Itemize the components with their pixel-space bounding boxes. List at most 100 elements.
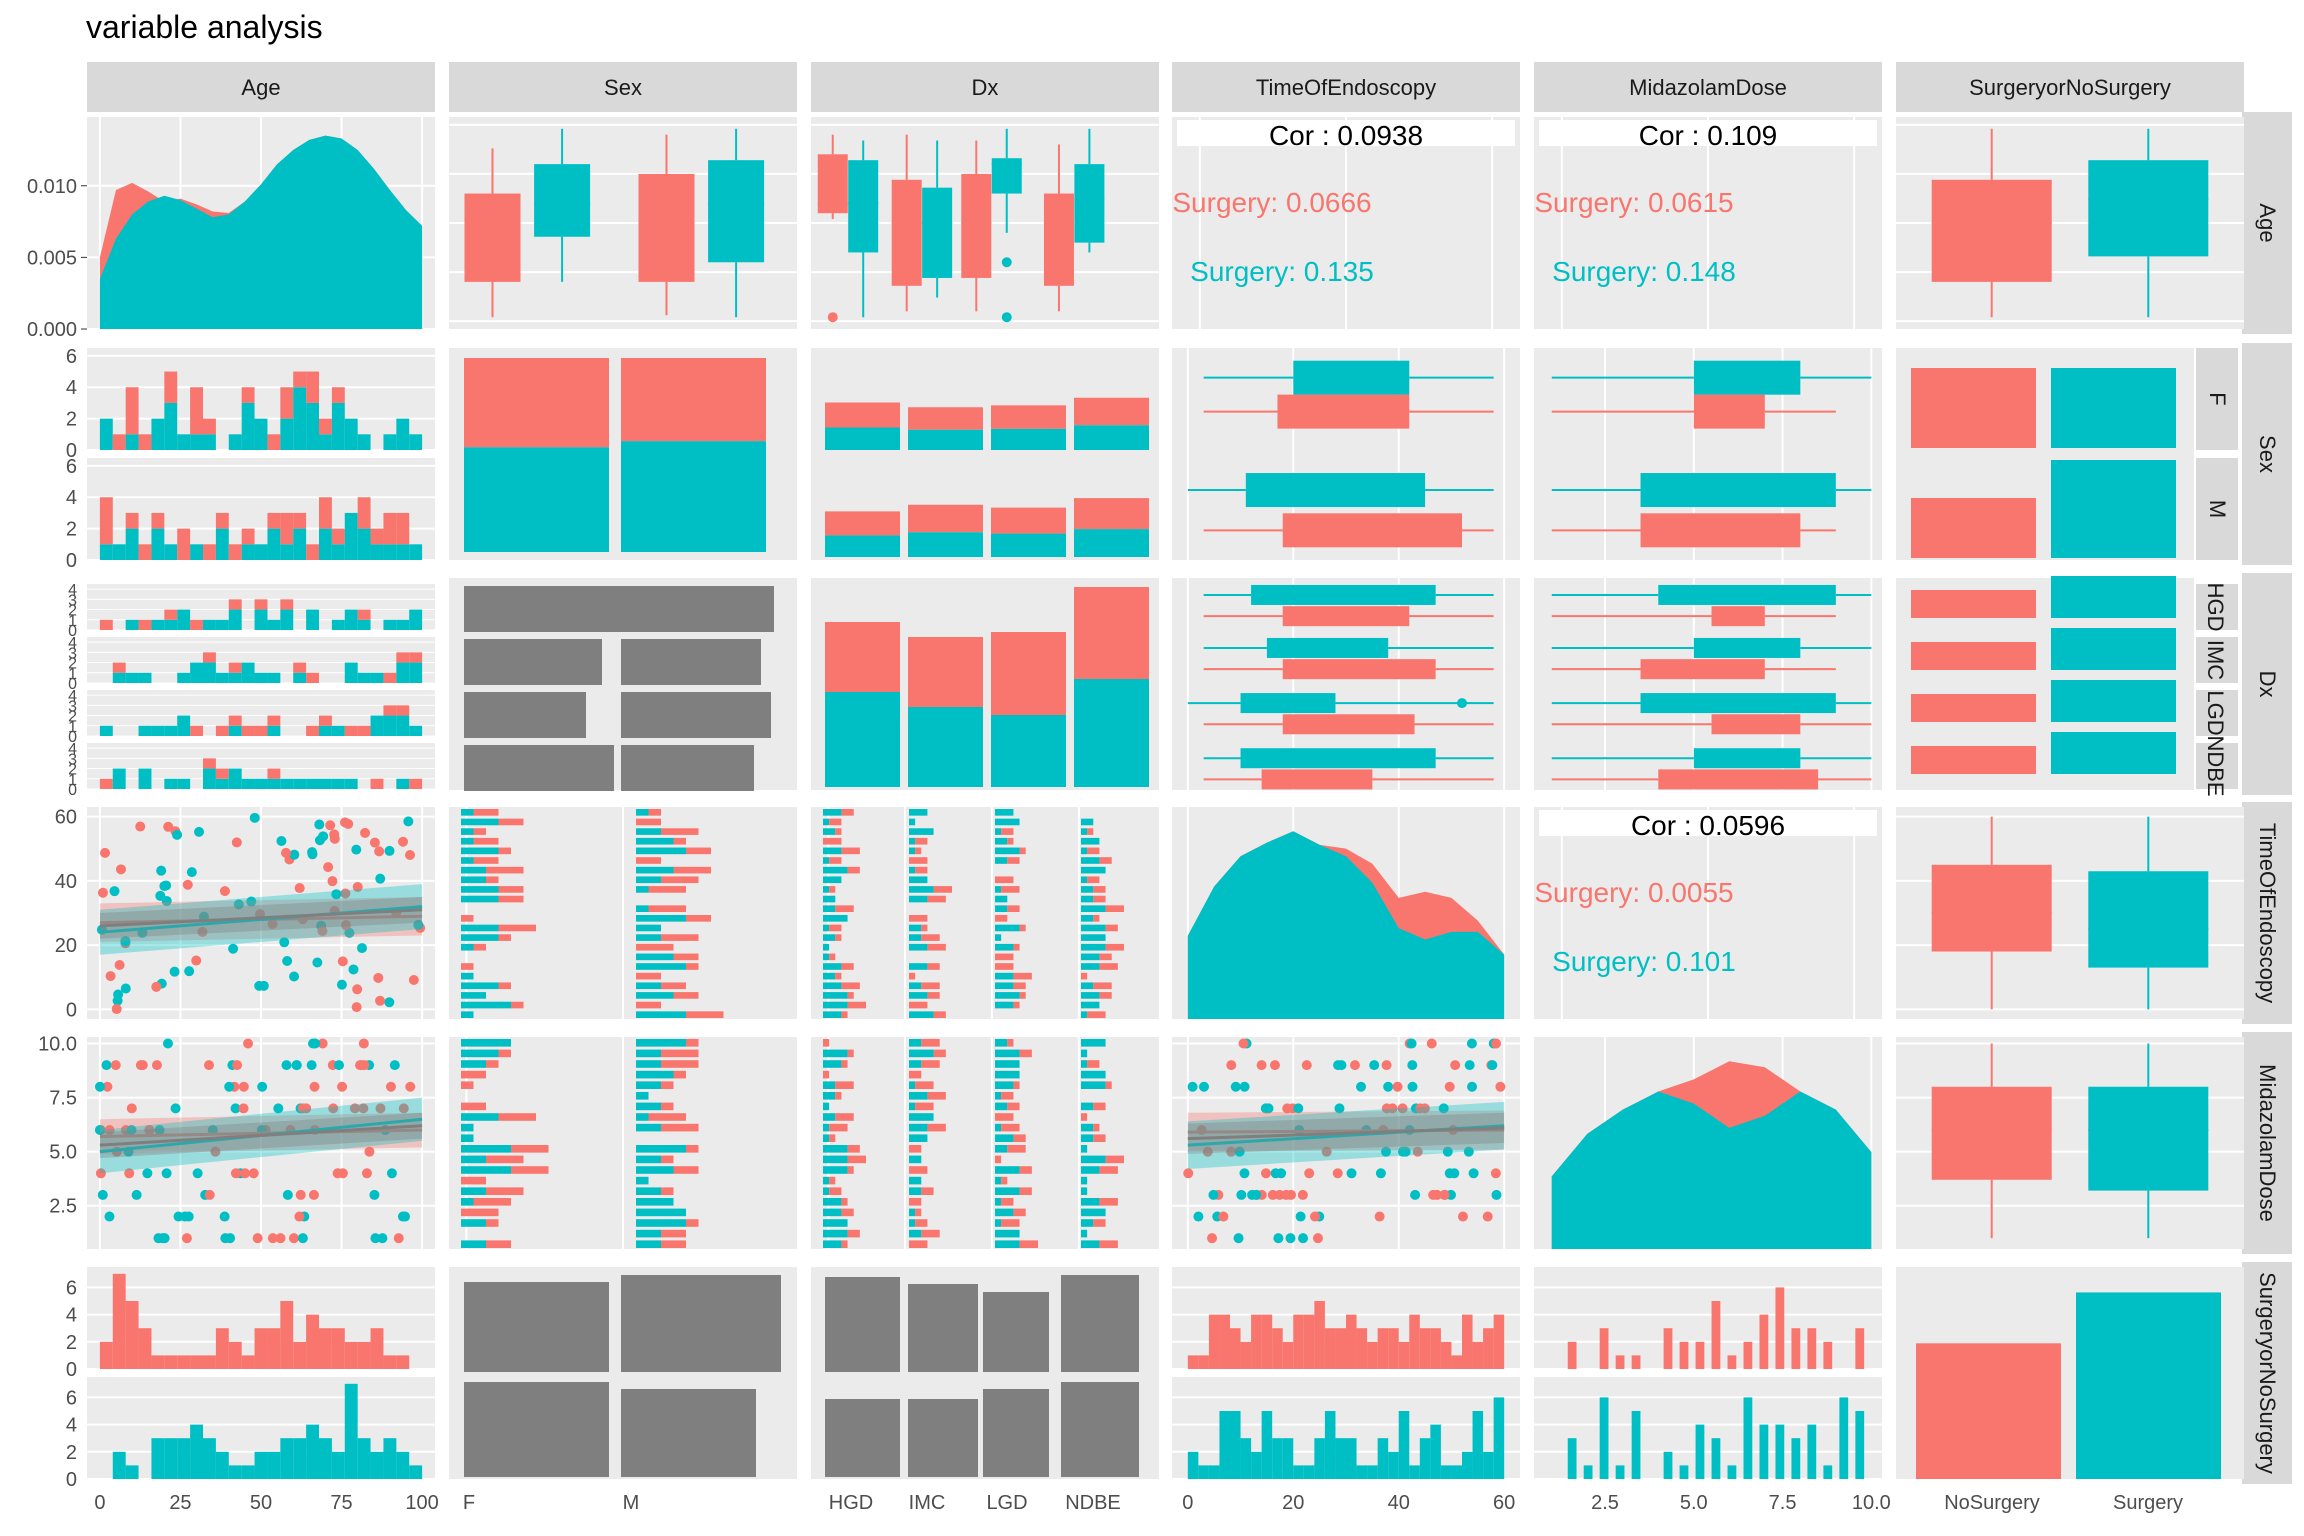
age-mid-point-92 (297, 1233, 308, 1244)
sex-xtick-1: M (623, 1492, 640, 1514)
surg-time-hist-bar-nosurgery-13 (1324, 1328, 1336, 1369)
surg-age-hist-bar-nosurgery-9 (215, 1328, 229, 1369)
mid-dx-hist-g1-surgery-17 (909, 1219, 916, 1227)
mid-sex-hist-g1-nosurgery-4 (661, 1081, 674, 1089)
surg-dx-HGD-nosurgery (1911, 590, 2036, 618)
mid-dx-hist-g3-surgery-17 (1081, 1219, 1094, 1227)
mid-dx-hist-g0-nosurgery-9 (829, 1134, 836, 1142)
mid-ytick-3: 10.0 (38, 1033, 77, 1055)
time-mid-point-109 (1208, 1189, 1219, 1200)
age-mid-point-61 (288, 1233, 299, 1244)
mid-dx-hist-g2-surgery-19 (995, 1240, 1020, 1248)
sex-dx-M-LGD-surgery (991, 533, 1066, 557)
time-mid-point-27 (1334, 1103, 1345, 1114)
surg-age-hist-bar-nosurgery-19 (344, 1341, 358, 1369)
age-mid-point-48 (210, 1146, 221, 1157)
age-mid-point-58 (124, 1168, 135, 1179)
surg-dx-LGD-surgery (2051, 680, 2176, 722)
surg-age-hist-ytick-NoSurgery-3: 6 (66, 1277, 77, 1299)
time-dx-hist-g0-nosurgery-21 (841, 1011, 848, 1018)
surg-age-hist-ytick-NoSurgery-2: 4 (66, 1305, 77, 1327)
mid-dx-hist-g2-surgery-4 (995, 1081, 1014, 1089)
age-dx-hist-LGD-bar-nosurgery-17 (319, 715, 332, 726)
surg-age-hist-ytick-NoSurgery-1: 2 (66, 1332, 77, 1354)
surg-time-hist-bar-surgery-24 (1440, 1465, 1452, 1479)
surg-age-hist-bar-surgery-12 (254, 1451, 268, 1479)
age-sex-hist-M-bar-nosurgery-21 (370, 528, 384, 545)
surg-mid-hist-bar-nosurgery-10 (1711, 1301, 1721, 1369)
time-dx-hist-g1-nosurgery-5 (909, 857, 928, 864)
surg-sex-F-nosurgery (1911, 368, 2036, 448)
surg-age-hist-bar-surgery-10 (228, 1465, 242, 1479)
surg-time-hist-bar-surgery-18 (1377, 1438, 1389, 1479)
time-sex-hist-g1-nosurgery-3 (673, 837, 686, 845)
age-mid-point-94 (170, 1103, 181, 1114)
age-dx-hist-NDBE-bar-surgery-18 (331, 778, 345, 789)
age-mid-point-101 (94, 1125, 105, 1136)
mid-dx-hist-g2-surgery-0 (995, 1039, 1008, 1047)
age-sex-hist-F-bar-surgery-19 (344, 418, 358, 450)
surg-sex-grey-m-surgery (621, 1389, 756, 1477)
time-sex-hist-g1-nosurgery-20 (636, 1001, 661, 1009)
mid-sex-hist-g1-nosurgery-3 (673, 1070, 686, 1079)
age-sex-hist-M-bar-surgery-20 (357, 528, 371, 560)
surg-time-hist-bar-nosurgery-14 (1335, 1328, 1346, 1369)
age-dx-hist-HGD-bar-nosurgery-12 (254, 599, 268, 610)
age-mid-point-93 (162, 1038, 173, 1049)
age-mid-point-84 (151, 1060, 162, 1071)
age-dx-hist-HGD-bar-surgery-10 (228, 609, 242, 630)
age-sex-hist-M-bar-surgery-21 (370, 544, 384, 560)
age-dx-box-imc-nosurgery-box (891, 179, 922, 286)
age-dx-hist-LGD-bar-surgery-21 (370, 715, 384, 736)
age-density-surgery (99, 135, 423, 329)
surg-age-hist-bar-nosurgery-22 (383, 1355, 397, 1369)
time-dx-hist-g1-nosurgery-4 (915, 847, 922, 855)
time-mid-point-92 (1444, 1168, 1455, 1179)
age-mid-point-11 (225, 1233, 236, 1244)
mid-dx-hist-g3-surgery-4 (1081, 1081, 1106, 1089)
age-mid-point-77 (238, 1081, 249, 1092)
age-sex-hist-M-bar-nosurgery-16 (306, 544, 319, 560)
age-dx-hist-HGD-bar-surgery-24 (409, 609, 423, 630)
time-dx-hist-g2-surgery-17 (995, 972, 1014, 980)
time-mid-point-22 (1450, 1060, 1461, 1071)
age-density-ytick-0: 0.000 (27, 319, 77, 341)
age-dx-hist-IMC-bar-nosurgery-10 (228, 662, 242, 673)
surg-time-hist-bar-surgery-1 (1198, 1465, 1209, 1479)
age-mid-point-3 (389, 1060, 400, 1071)
age-dx-hist-LGD-bar-nosurgery-11 (241, 725, 255, 736)
age-sex-hist-F-bar-surgery-18 (331, 402, 345, 450)
mid-sex-hist-g1-nosurgery-0 (686, 1039, 699, 1047)
mid-dx-hist-g1-nosurgery-2 (921, 1060, 940, 1068)
dx-inner-strip-LGD (2196, 690, 2238, 736)
time-sex-hist-g0-surgery-6 (461, 866, 486, 874)
dx-sex-NDBE-f (464, 745, 614, 791)
mid-dx-hist-g3-surgery-8 (1081, 1123, 1094, 1132)
mid-dx-hist-g1-nosurgery-4 (915, 1081, 934, 1089)
mid-dx-hist-g1-surgery-8 (909, 1123, 928, 1132)
mid-dx-box-ndbe-surgery-box (1693, 748, 1801, 769)
mid-sex-hist-g1-surgery-2 (636, 1060, 661, 1068)
time-sex-hist-g0-nosurgery-13 (498, 934, 511, 941)
mid-sex-hist-g1-nosurgery-14 (661, 1187, 674, 1195)
mid-dx-box-imc-surgery-box (1693, 637, 1801, 658)
time-dx-hist-g2-nosurgery-14 (1013, 943, 1020, 951)
age-sex-hist-F-bar-surgery-5 (164, 402, 178, 450)
age-time-point-47 (331, 889, 342, 900)
dx-inner-strip-label-LGD: LGD (2203, 690, 2228, 735)
age-dx-hist-HGD-bar-surgery-14 (280, 609, 294, 630)
mid-dx-hist-g1-surgery-6 (909, 1102, 916, 1111)
time-sex-hist-g1-surgery-13 (636, 934, 661, 941)
age-dx-outlier-1 (827, 312, 838, 323)
time-dx-hist-g0-surgery-15 (823, 953, 830, 961)
row-strip-1 (2242, 112, 2292, 334)
surg-time-hist-bar-surgery-4 (1230, 1411, 1241, 1479)
time-mid-point-83 (1304, 1168, 1315, 1179)
mid-dx-box-lgd-surgery-box (1640, 693, 1836, 714)
mid-sex-hist-g1-surgery-7 (636, 1113, 649, 1121)
surg-time-hist-bar-nosurgery-7 (1261, 1314, 1273, 1369)
surg-age-hist-bar-nosurgery-2 (125, 1301, 139, 1369)
time-dx-hist-g0-nosurgery-16 (841, 963, 854, 970)
mid-dx-hist-g2-nosurgery-0 (1007, 1039, 1014, 1047)
age-mid-point-62 (295, 1189, 306, 1200)
